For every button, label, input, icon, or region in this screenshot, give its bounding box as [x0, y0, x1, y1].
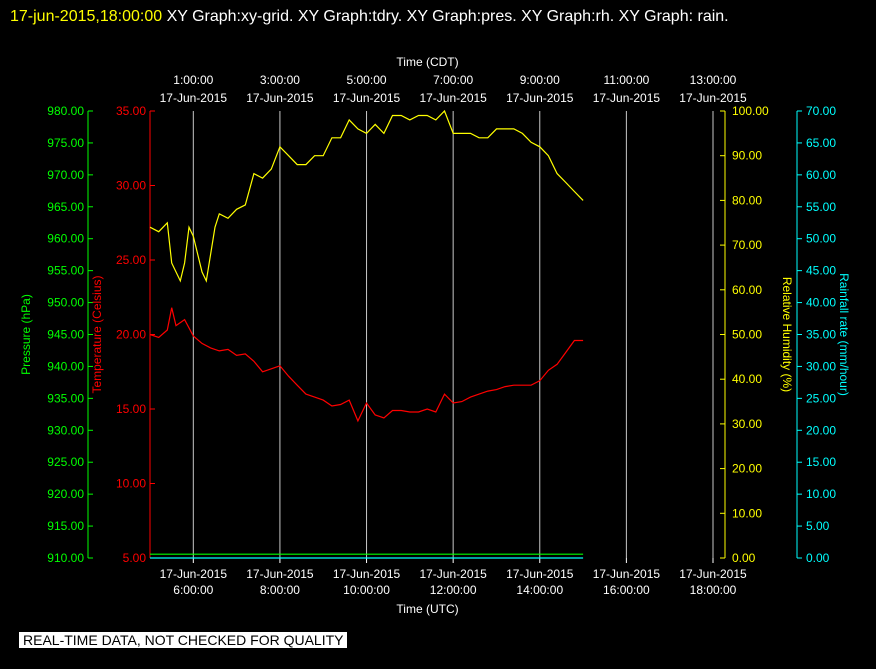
- x-tick-label-date: 17-Jun-2015: [679, 567, 747, 581]
- humidity-series-line: [149, 109, 584, 283]
- top-tick-label-date: 17-Jun-2015: [419, 91, 487, 105]
- rain-tick-label: 40.00: [806, 296, 836, 310]
- x-tick-label-date: 17-Jun-2015: [506, 567, 574, 581]
- quality-disclaimer: REAL-TIME DATA, NOT CHECKED FOR QUALITY: [19, 632, 348, 648]
- x-tick-label-date: 17-Jun-2015: [333, 567, 401, 581]
- humidity-axis-label: Relative Humidity (%): [780, 277, 794, 392]
- x-tick-label-time: 16:00:00: [603, 583, 650, 597]
- humidity-tick-label: 100.00: [732, 104, 769, 118]
- window-title: 17-jun-2015,18:00:00 XY Graph:xy-grid. X…: [10, 2, 860, 31]
- pressure-tick-label: 935.00: [47, 391, 84, 405]
- rain-tick-label: 0.00: [806, 551, 830, 565]
- humidity-tick-label: 10.00: [732, 506, 762, 520]
- top-tick-label-time: 13:00:00: [690, 73, 737, 87]
- temperature-axis-label: Temperature (Celsius): [90, 275, 104, 393]
- temperature-tick-label: 20.00: [116, 328, 146, 342]
- pressure-tick-label: 940.00: [47, 359, 84, 373]
- top-tick-label-time: 1:00:00: [173, 73, 213, 87]
- humidity-tick-label: 0.00: [732, 551, 756, 565]
- temperature-tick-label: 5.00: [123, 551, 147, 565]
- x-tick-label-time: 18:00:00: [690, 583, 737, 597]
- top-tick-label-time: 3:00:00: [260, 73, 300, 87]
- humidity-tick-label: 80.00: [732, 193, 762, 207]
- timestamp: 17-jun-2015,18:00:00: [10, 8, 163, 25]
- humidity-tick-label: 30.00: [732, 417, 762, 431]
- temperature-tick-label: 15.00: [116, 402, 146, 416]
- pressure-tick-label: 925.00: [47, 455, 84, 469]
- rain-tick-label: 35.00: [806, 328, 836, 342]
- pressure-tick-label: 910.00: [47, 551, 84, 565]
- x-tick-label-time: 8:00:00: [260, 583, 300, 597]
- top-tick-label-time: 5:00:00: [347, 73, 387, 87]
- temperature-tick-label: 10.00: [116, 477, 146, 491]
- top-tick-label-date: 17-Jun-2015: [160, 91, 228, 105]
- x-tick-label-time: 10:00:00: [343, 583, 390, 597]
- top-tick-label-time: 9:00:00: [520, 73, 560, 87]
- rain-tick-label: 5.00: [806, 519, 830, 533]
- x-tick-label-date: 17-Jun-2015: [419, 567, 487, 581]
- pressure-tick-label: 965.00: [47, 200, 84, 214]
- top-axis-title: Time (CDT): [396, 55, 458, 69]
- rain-tick-label: 20.00: [806, 423, 836, 437]
- humidity-tick-label: 40.00: [732, 372, 762, 386]
- top-tick-label-time: 11:00:00: [603, 73, 649, 87]
- temperature-tick-label: 25.00: [116, 253, 146, 267]
- top-tick-label-date: 17-Jun-2015: [246, 91, 314, 105]
- x-tick-label-date: 17-Jun-2015: [593, 567, 661, 581]
- pressure-tick-label: 980.00: [47, 104, 84, 118]
- humidity-tick-label: 90.00: [732, 149, 762, 163]
- pressure-tick-label: 970.00: [47, 168, 84, 182]
- pressure-tick-label: 960.00: [47, 232, 84, 246]
- pressure-tick-label: 930.00: [47, 423, 84, 437]
- rain-tick-label: 55.00: [806, 200, 836, 214]
- humidity-tick-label: 60.00: [732, 283, 762, 297]
- pressure-axis-label: Pressure (hPa): [19, 294, 33, 375]
- x-tick-label-time: 14:00:00: [516, 583, 563, 597]
- x-tick-label-time: 6:00:00: [173, 583, 213, 597]
- graph-list: XY Graph:xy-grid. XY Graph:tdry. XY Grap…: [162, 8, 729, 25]
- pressure-tick-label: 945.00: [47, 328, 84, 342]
- pressure-tick-label: 955.00: [47, 264, 84, 278]
- rain-axis-label: Rainfall rate (mm/hour): [837, 273, 851, 396]
- x-tick-label-time: 12:00:00: [430, 583, 477, 597]
- pressure-tick-label: 950.00: [47, 296, 84, 310]
- rain-tick-label: 15.00: [806, 455, 836, 469]
- top-tick-label-date: 17-Jun-2015: [679, 91, 747, 105]
- x-tick-label-date: 17-Jun-2015: [160, 567, 228, 581]
- top-tick-label-date: 17-Jun-2015: [506, 91, 574, 105]
- rain-tick-label: 70.00: [806, 104, 836, 118]
- rain-tick-label: 25.00: [806, 391, 836, 405]
- rain-tick-label: 65.00: [806, 136, 836, 150]
- rain-tick-label: 10.00: [806, 487, 836, 501]
- temperature-tick-label: 35.00: [116, 104, 146, 118]
- top-tick-label-date: 17-Jun-2015: [333, 91, 401, 105]
- rain-tick-label: 60.00: [806, 168, 836, 182]
- rain-tick-label: 45.00: [806, 264, 836, 278]
- rain-tick-label: 30.00: [806, 359, 836, 373]
- top-tick-label-time: 7:00:00: [433, 73, 473, 87]
- pressure-tick-label: 915.00: [47, 519, 84, 533]
- pressure-tick-label: 975.00: [47, 136, 84, 150]
- x-axis-title: Time (UTC): [396, 602, 458, 616]
- pressure-tick-label: 920.00: [47, 487, 84, 501]
- x-tick-label-date: 17-Jun-2015: [246, 567, 314, 581]
- humidity-tick-label: 20.00: [732, 462, 762, 476]
- temperature-tick-label: 30.00: [116, 179, 146, 193]
- temperature-series-line: [149, 307, 584, 423]
- humidity-tick-label: 70.00: [732, 238, 762, 252]
- top-tick-label-date: 17-Jun-2015: [593, 91, 661, 105]
- rain-tick-label: 50.00: [806, 232, 836, 246]
- humidity-tick-label: 50.00: [732, 328, 762, 342]
